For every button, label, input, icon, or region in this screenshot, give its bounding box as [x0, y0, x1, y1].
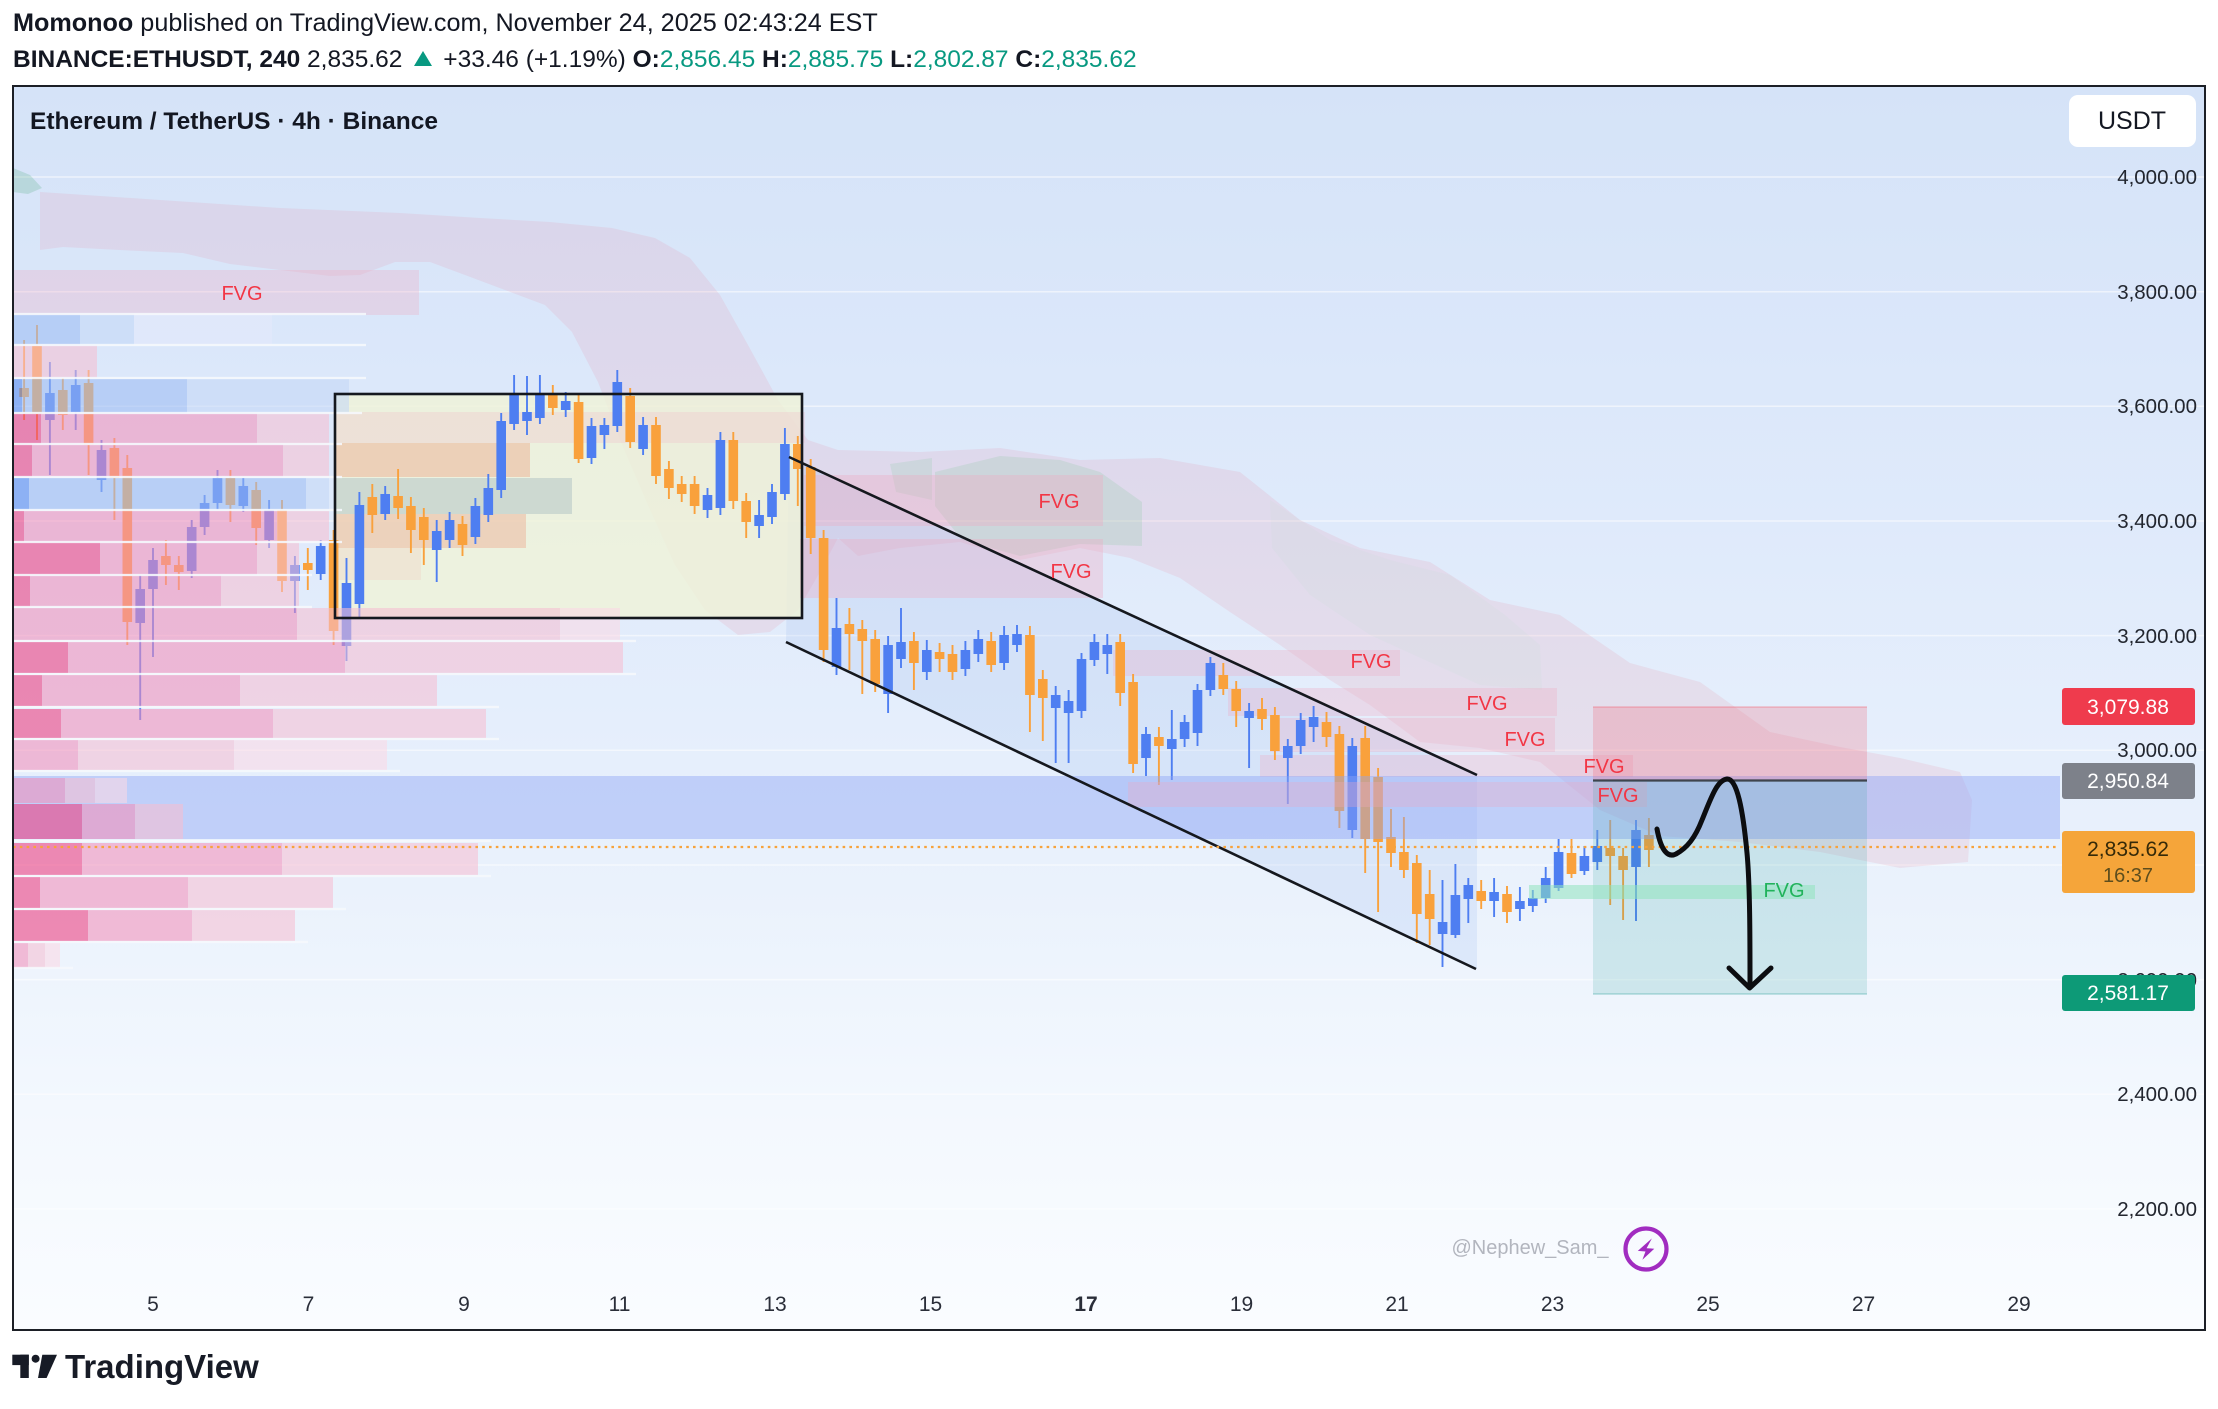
svg-text:2,950.84: 2,950.84	[2087, 770, 2169, 793]
svg-text:3,600.00: 3,600.00	[2117, 395, 2197, 418]
svg-text:11: 11	[609, 1293, 631, 1316]
svg-text:3,800.00: 3,800.00	[2117, 281, 2197, 304]
svg-text:FVG: FVG	[1763, 880, 1804, 902]
svg-text:FVG: FVG	[221, 283, 262, 305]
svg-text:FVG: FVG	[1050, 561, 1091, 583]
svg-text:25: 25	[1696, 1293, 1719, 1316]
svg-text:@Nephew_Sam_: @Nephew_Sam_	[1451, 1237, 1609, 1259]
svg-text:5: 5	[147, 1293, 159, 1316]
svg-text:3,400.00: 3,400.00	[2117, 510, 2197, 533]
svg-text:2,835.62: 2,835.62	[2087, 838, 2169, 861]
svg-text:USDT: USDT	[2098, 107, 2166, 135]
svg-text:FVG: FVG	[1466, 693, 1507, 715]
svg-text:2,200.00: 2,200.00	[2117, 1198, 2197, 1221]
svg-text:17: 17	[1074, 1293, 1097, 1316]
svg-text:FVG: FVG	[1597, 785, 1638, 807]
svg-text:27: 27	[1852, 1293, 1875, 1316]
svg-text:4,000.00: 4,000.00	[2117, 166, 2197, 189]
svg-text:23: 23	[1541, 1293, 1564, 1316]
svg-text:19: 19	[1230, 1293, 1253, 1316]
svg-text:FVG: FVG	[1504, 729, 1545, 751]
svg-text:7: 7	[303, 1293, 315, 1316]
svg-text:Momonoo published on TradingVi: Momonoo published on TradingView.com, No…	[13, 9, 878, 37]
svg-text:3,000.00: 3,000.00	[2117, 739, 2197, 762]
svg-text:FVG: FVG	[1583, 756, 1624, 778]
svg-text:16:37: 16:37	[2103, 865, 2153, 887]
svg-text:FVG: FVG	[1038, 491, 1079, 513]
svg-text:BINANCE:ETHUSDT, 240 2,835.62: BINANCE:ETHUSDT, 240 2,835.62 +33.46 (+1…	[13, 46, 1137, 73]
svg-text:29: 29	[2007, 1293, 2030, 1316]
svg-text:13: 13	[763, 1293, 786, 1316]
svg-text:TradingView: TradingView	[65, 1348, 259, 1385]
svg-text:Ethereum / TetherUS · 4h · Bin: Ethereum / TetherUS · 4h · Binance	[30, 108, 438, 135]
svg-text:9: 9	[458, 1293, 470, 1316]
svg-text:3,079.88: 3,079.88	[2087, 696, 2169, 719]
svg-text:3,200.00: 3,200.00	[2117, 625, 2197, 648]
svg-text:FVG: FVG	[1350, 651, 1391, 673]
svg-text:2,581.17: 2,581.17	[2087, 982, 2169, 1005]
svg-text:21: 21	[1385, 1293, 1408, 1316]
svg-text:15: 15	[919, 1293, 942, 1316]
svg-text:2,400.00: 2,400.00	[2117, 1083, 2197, 1106]
